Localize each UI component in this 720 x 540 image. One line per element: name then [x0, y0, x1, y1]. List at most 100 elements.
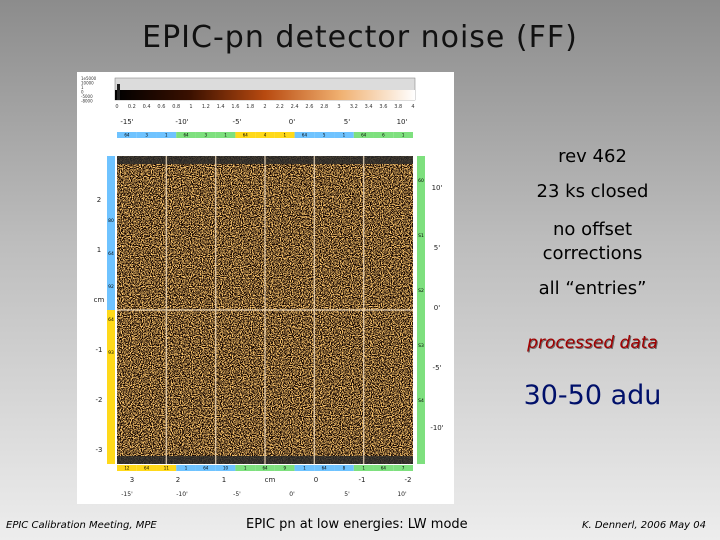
bottom-code-label: 1: [244, 466, 247, 471]
top-code-cell: [294, 132, 315, 138]
top-arcmin-label: -10': [175, 118, 188, 126]
note-processed: processed data: [527, 333, 658, 353]
top-code-label: 3: [145, 133, 148, 138]
bottom-code-label: 64: [262, 466, 268, 471]
top-code-label: 4: [264, 133, 267, 138]
bottom-code-cell: [393, 465, 413, 471]
note-revolution: rev 462: [558, 146, 627, 167]
colorbar-tick: 0.8: [172, 104, 180, 110]
colorbar-tick: 2: [263, 104, 266, 110]
colorbar-tick: 0.2: [128, 104, 136, 110]
right-strip-label: S1: [418, 233, 424, 239]
bottom-code-cell: [334, 465, 354, 471]
left-strip-label: 64: [108, 317, 114, 323]
footer-meeting: EPIC Calibration Meeting, MPE: [6, 520, 157, 531]
colorbar-tick: 1: [189, 104, 192, 110]
right-arcmin-label: 10': [432, 184, 443, 192]
bottom-code-label: 64: [381, 466, 387, 471]
right-strip: [417, 156, 425, 464]
top-code-label: 1: [165, 133, 168, 138]
top-code-cell: [176, 132, 196, 138]
top-code-label: 1: [283, 133, 286, 138]
top-code-label: 6: [382, 133, 385, 138]
bottom-code-cell: [117, 465, 137, 471]
top-code-cell: [314, 132, 335, 138]
left-strip-label: 80: [108, 218, 114, 224]
bottom-code-label: 8: [343, 466, 346, 471]
detector-noise-image: 1e5000 10000 1 0 -5000 -8000 0 0.2 0.4 0.6 0.8 1 1.…: [77, 72, 454, 504]
bottom-cm-label: 1: [222, 476, 226, 484]
bottom-code-cell: [373, 465, 394, 471]
top-code-cell: [136, 132, 157, 138]
colorbar-peak: [117, 84, 120, 100]
colorbar-tick: 0.4: [143, 104, 151, 110]
top-code-cell: [255, 132, 275, 138]
bottom-cm-label: 2: [176, 476, 180, 484]
left-strip-label: 92: [108, 284, 114, 290]
top-code-label: 64: [184, 133, 190, 138]
bottom-arcmin-label: 0': [289, 491, 295, 498]
bottom-code-label: 7: [402, 466, 405, 471]
colorbar-tick: 3.8: [394, 104, 402, 110]
top-code-label: 1: [224, 133, 227, 138]
colorbar-tick: 4: [411, 104, 414, 110]
top-code-label: 64: [124, 133, 130, 138]
bottom-code-cell: [274, 465, 295, 471]
colorbar-left-label: 0: [81, 90, 84, 95]
left-strip-label: 64: [108, 251, 114, 257]
top-code-cell: [373, 132, 394, 138]
colorbar-tick: 0.6: [157, 104, 165, 110]
top-code-label: 64: [302, 133, 308, 138]
colorbar-tick: 2.6: [305, 104, 313, 110]
bottom-code-label: 64: [144, 466, 150, 471]
top-code-label: 3: [205, 133, 208, 138]
top-code-label: 1: [343, 133, 346, 138]
colorbar-tick: 3.6: [379, 104, 387, 110]
colorbar-left-label: 1: [81, 85, 84, 90]
left-cm-label: -1: [96, 346, 103, 354]
left-strip-lower: [107, 310, 115, 464]
bottom-arcmin-label: 10': [397, 491, 407, 498]
bottom-code-label: 64: [322, 466, 328, 471]
colorbar-left-label: -5000: [81, 94, 93, 99]
note-adu-range: 30-50 adu: [523, 380, 662, 411]
bottom-code-cell: [156, 465, 177, 471]
top-code-cell: [235, 132, 256, 138]
bottom-code-cell: [195, 465, 216, 471]
bottom-code-label: 64: [203, 466, 209, 471]
bottom-code-cell: [294, 465, 315, 471]
bottom-code-cell: [136, 465, 157, 471]
right-arcmin-label: -5': [433, 364, 442, 372]
colorbar-tick: 0: [115, 104, 118, 110]
bottom-cm-label: cm: [265, 476, 276, 484]
bottom-cm-label: 3: [130, 476, 134, 484]
top-arcmin-label: -5': [233, 118, 242, 126]
left-cm-label: 2: [97, 196, 101, 204]
top-code-cell: [274, 132, 295, 138]
top-code-label: 1: [402, 133, 405, 138]
bottom-arcmin-label: 5': [344, 491, 350, 498]
bottom-code-label: 9: [283, 466, 286, 471]
left-cm-label: -2: [96, 396, 103, 404]
right-arcmin-label: 5': [434, 244, 440, 252]
bottom-code-label: 11: [164, 466, 170, 471]
bottom-code-cell: [235, 465, 256, 471]
colorbar-tick: 2.4: [291, 104, 299, 110]
colorbar-tick: 1.4: [217, 104, 225, 110]
colorbar-left-label: 1e5000: [81, 76, 97, 81]
bottom-code-label: 1: [362, 466, 365, 471]
top-code-cell: [215, 132, 236, 138]
bottom-code-cell: [353, 465, 374, 471]
bottom-arcmin-label: -10': [176, 491, 188, 498]
bottom-arcmin-label: -15': [121, 491, 133, 498]
note-offset-line2: corrections: [542, 243, 643, 264]
colorbar-tick: 2.2: [276, 104, 284, 110]
slide-title: EPIC-pn detector noise (FF): [142, 20, 578, 55]
top-code-cell: [353, 132, 374, 138]
bottom-code-cell: [215, 465, 236, 471]
bottom-code-label: 12: [124, 466, 130, 471]
left-strip-upper: [107, 156, 115, 310]
right-strip-label: S4: [418, 398, 424, 404]
footer-topic: EPIC pn at low energies: LW mode: [246, 517, 468, 532]
